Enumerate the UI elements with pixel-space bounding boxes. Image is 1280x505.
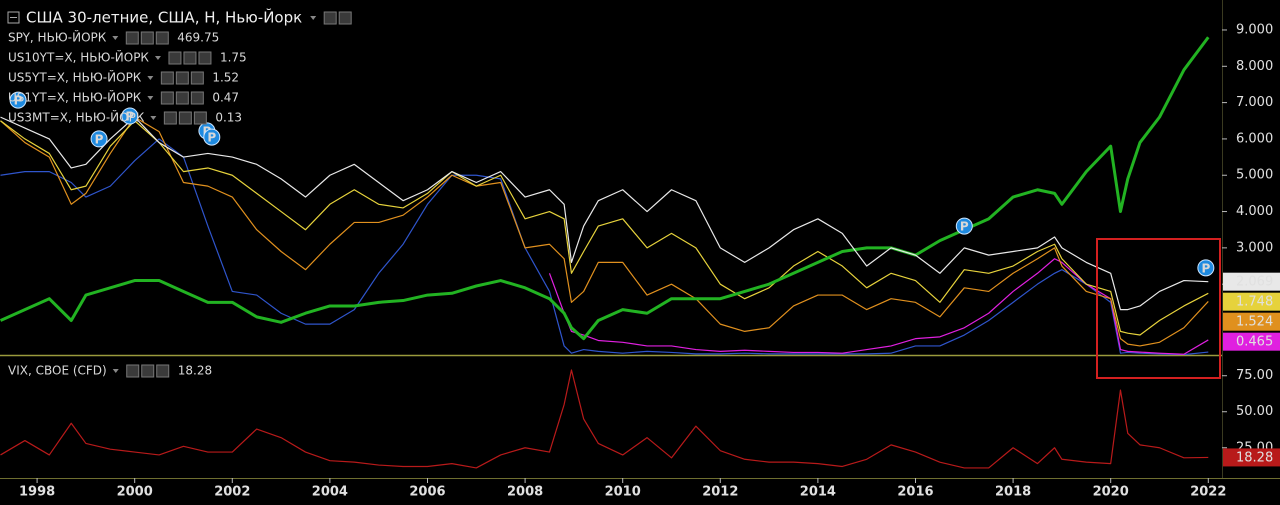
news-marker-label: P (960, 220, 969, 234)
dropdown-arrow (154, 56, 161, 60)
dropdown-arrow (147, 96, 154, 100)
legend-label: US5YT=X, НЬЮ-ЙОРК (8, 70, 142, 85)
x-tick-label: 2006 (409, 485, 445, 500)
y-tick-label: 3.000 (1236, 240, 1273, 255)
y-tick-label: 5.000 (1236, 168, 1273, 183)
series-line (0, 116, 1209, 311)
legend-button[interactable] (163, 111, 177, 125)
news-marker-label: P (207, 131, 216, 145)
dropdown-arrow (147, 76, 154, 80)
legend-button[interactable] (338, 11, 352, 25)
series-line (0, 120, 1209, 336)
x-tick-label: 2000 (117, 485, 153, 500)
last-value-label: 0.465 (1236, 335, 1273, 350)
series-group (0, 369, 1209, 469)
legend-button[interactable] (140, 31, 154, 45)
x-tick-label: 2010 (605, 485, 641, 500)
legend-value: 469.75 (177, 31, 219, 45)
x-tick-label: 2016 (897, 485, 933, 500)
news-marker (1197, 259, 1215, 277)
series-group (0, 36, 1210, 355)
legend-button[interactable] (160, 91, 174, 105)
legend-value: 1.52 (212, 71, 239, 85)
series-line (548, 258, 1209, 355)
news-marker-label: P (125, 110, 134, 124)
news-marker-label: P (14, 94, 23, 108)
legend-button[interactable] (175, 91, 189, 105)
series-line (0, 116, 1209, 347)
x-tick-label: 2014 (800, 485, 836, 500)
news-marker-label: P (1201, 261, 1210, 275)
legend-button[interactable] (183, 51, 197, 65)
legend-button[interactable] (198, 51, 212, 65)
y-tick-label: 75.00 (1236, 368, 1273, 383)
legend-label: SPY, НЬЮ-ЙОРК (8, 30, 107, 45)
dropdown-arrow (112, 369, 119, 373)
legend-value: 0.47 (212, 91, 239, 105)
news-marker (203, 128, 221, 146)
y-tick-label: 7.000 (1236, 95, 1273, 110)
x-tick-label: 2002 (214, 485, 250, 500)
series-line (0, 138, 1209, 355)
last-value-box (1223, 312, 1280, 331)
legend-button[interactable] (190, 91, 204, 105)
last-value-box (1223, 292, 1280, 311)
legend-button[interactable] (155, 31, 169, 45)
x-tick-label: 2022 (1190, 485, 1226, 500)
news-marker (121, 107, 139, 125)
legend-button[interactable] (125, 31, 139, 45)
y-tick-label: 4.000 (1236, 204, 1273, 219)
x-tick-label: 2004 (312, 485, 348, 500)
last-value-label: 1.748 (1236, 295, 1273, 310)
news-marker (90, 130, 108, 148)
legend-value: 1.75 (220, 51, 247, 65)
dropdown-arrow (310, 16, 317, 20)
legend-button[interactable] (141, 364, 155, 378)
chart-title: США 30-летние, США, Н, Нью-Йорк (26, 8, 302, 27)
x-tick-label: 2018 (995, 485, 1031, 500)
y-tick-label: 50.00 (1236, 404, 1273, 419)
legend-button[interactable] (178, 111, 192, 125)
series-line (0, 36, 1210, 341)
dropdown-arrow (112, 36, 119, 40)
last-value-label: 2.069 (1236, 275, 1273, 290)
legend-button[interactable] (323, 11, 337, 25)
x-tick-label: 2008 (507, 485, 543, 500)
legend-value: 0.13 (215, 111, 242, 125)
y-tick-label: 6.000 (1236, 131, 1273, 146)
last-value-box (1223, 332, 1280, 351)
last-value-label: 18.28 (1236, 450, 1273, 465)
series-line (0, 369, 1209, 469)
news-marker (9, 91, 27, 109)
y-tick-label: 9.000 (1236, 22, 1273, 37)
dropdown-arrow (150, 116, 157, 120)
legend-label: US3MT=X, НЬЮ-ЙОРК (8, 110, 145, 125)
legend-button[interactable] (160, 71, 174, 85)
news-marker (955, 217, 973, 235)
legend-label: US1YT=X, НЬЮ-ЙОРК (8, 90, 142, 105)
legend-label: US10YT=X, НЬЮ-ЙОРК (8, 50, 149, 65)
last-value-label: 1.524 (1236, 315, 1273, 330)
collapse-checkbox[interactable] (7, 11, 20, 24)
highlight-box (1096, 238, 1221, 379)
x-tick-label: 2020 (1093, 485, 1129, 500)
legend-button[interactable] (168, 51, 182, 65)
legend-label: VIX, CBOE (CFD) (8, 364, 107, 378)
legend-button[interactable] (193, 111, 207, 125)
y-tick-label: 8.000 (1236, 59, 1273, 74)
legend-button[interactable] (190, 71, 204, 85)
x-tick-label: 2012 (702, 485, 738, 500)
legend-value: 18.28 (178, 364, 212, 378)
legend-button[interactable] (126, 364, 140, 378)
legend-button[interactable] (156, 364, 170, 378)
last-value-box (1223, 448, 1280, 467)
last-value-box (1223, 272, 1280, 291)
x-tick-label: 1998 (19, 485, 55, 500)
news-marker-label: P (95, 132, 104, 146)
legend-button[interactable] (175, 71, 189, 85)
